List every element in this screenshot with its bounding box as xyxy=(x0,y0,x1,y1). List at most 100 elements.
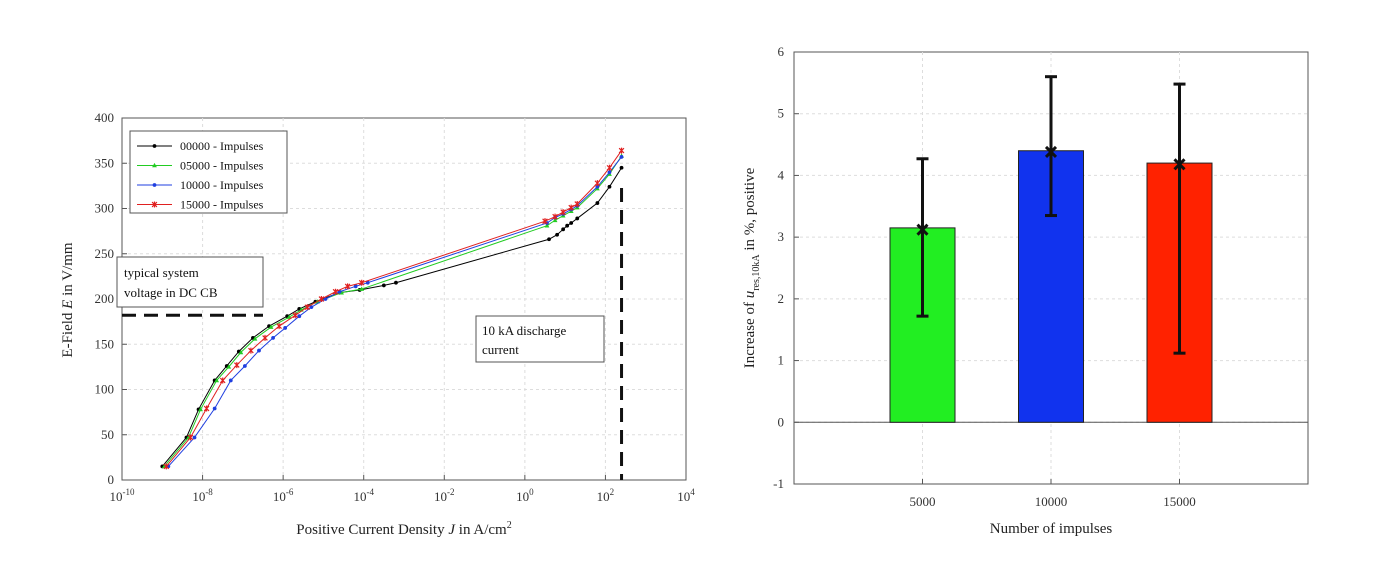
data-point xyxy=(547,237,551,242)
left-x-tick-label: 104 xyxy=(677,487,695,504)
right-y-tick-label: 2 xyxy=(778,291,785,306)
left-x-tick-label: 10-2 xyxy=(434,487,455,504)
legend-label: 05000 - Impulses xyxy=(180,159,264,173)
system-voltage-label-line1: typical system xyxy=(124,265,199,280)
data-point xyxy=(304,304,311,311)
bar-group-15000 xyxy=(1146,82,1213,423)
data-point xyxy=(257,348,261,353)
data-point xyxy=(560,209,566,216)
data-point xyxy=(569,221,574,225)
right-y-tick-label: 5 xyxy=(778,106,785,121)
left-x-axis-label: Positive Current Density J in A/cm2 xyxy=(296,520,511,538)
discharge-current-label-line1: 10 kA discharge xyxy=(482,323,566,338)
data-point xyxy=(318,296,325,302)
data-point xyxy=(542,218,548,225)
data-point xyxy=(226,364,232,369)
discharge-current-label-line2: current xyxy=(482,342,519,357)
legend-marker xyxy=(151,201,158,208)
impulse-increase-bar-chart: -1 0 1 2 3 4 5 6 5000 10000 15000 Number of impul… xyxy=(742,44,1309,537)
left-x-tick-labels: 10-10 10-8 10-6 10-4 10-2 100 102 104 xyxy=(110,487,696,504)
legend-label: 10000 - Impulses xyxy=(180,178,264,192)
data-point xyxy=(607,184,612,189)
data-point xyxy=(286,314,292,319)
data-point xyxy=(552,213,558,220)
data-point xyxy=(595,184,600,189)
legend-marker xyxy=(152,162,157,168)
data-point xyxy=(365,280,370,285)
data-point xyxy=(242,364,247,368)
left-y-tick-label: 300 xyxy=(95,201,115,216)
data-point xyxy=(203,405,210,412)
legend-label: 15000 - Impulses xyxy=(180,198,264,212)
left-x-tick-label: 102 xyxy=(597,487,615,504)
left-y-tick-label: 250 xyxy=(95,246,115,261)
right-y-tick-label: 6 xyxy=(778,44,785,59)
mean-marker xyxy=(916,223,929,236)
left-y-tick-label: 50 xyxy=(101,427,114,442)
right-y-tick-labels: -1 0 1 2 3 4 5 6 xyxy=(773,44,784,491)
data-point xyxy=(595,201,600,205)
data-point xyxy=(228,378,233,383)
left-y-axis-label: E-Field E in V/mm xyxy=(60,242,76,357)
left-y-tick-label: 100 xyxy=(95,382,115,397)
data-point xyxy=(292,312,299,319)
legend-marker xyxy=(152,183,157,187)
series-line-2 xyxy=(167,156,622,467)
data-point xyxy=(214,377,220,383)
right-x-tick-label: 15000 xyxy=(1163,494,1196,509)
data-point xyxy=(568,204,575,211)
data-point xyxy=(238,349,244,355)
data-point xyxy=(619,165,624,170)
right-bars-group xyxy=(889,75,1213,423)
right-y-tick-label: 0 xyxy=(778,414,785,429)
left-x-tick-label: 100 xyxy=(516,487,534,504)
data-point xyxy=(561,227,566,232)
legend-label: 00000 - Impulses xyxy=(180,139,264,153)
data-point xyxy=(323,297,328,301)
data-point xyxy=(271,336,275,340)
data-point xyxy=(618,147,625,154)
right-y-axis-label: Increase of ures,10kA in %, positive xyxy=(742,167,762,368)
legend-marker xyxy=(152,144,157,148)
data-point xyxy=(394,280,398,285)
bar-group-10000 xyxy=(1018,75,1084,423)
data-point xyxy=(276,323,282,330)
data-point xyxy=(283,326,288,330)
data-point xyxy=(163,463,170,470)
data-point xyxy=(575,216,580,221)
data-point xyxy=(565,223,570,228)
right-x-tick-label: 5000 xyxy=(910,494,936,509)
data-point xyxy=(192,435,197,440)
data-point xyxy=(187,434,194,441)
left-y-tick-label: 200 xyxy=(95,291,115,306)
data-point xyxy=(607,170,612,175)
data-point xyxy=(606,164,613,171)
discharge-current-box xyxy=(475,315,605,363)
data-point xyxy=(212,406,217,411)
data-point xyxy=(198,406,203,412)
data-point xyxy=(268,324,274,329)
data-point xyxy=(233,362,240,369)
left-series-group xyxy=(160,147,625,470)
data-point xyxy=(358,279,365,286)
legend-box xyxy=(129,130,288,214)
left-x-tick-label: 10-10 xyxy=(110,487,135,504)
mean-marker xyxy=(1044,145,1058,159)
left-y-tick-labels: 0 50 100 150 200 250 300 350 400 xyxy=(95,110,115,487)
left-y-tick-label: 150 xyxy=(95,336,115,351)
data-point xyxy=(297,314,302,319)
right-y-tick-label: 3 xyxy=(778,229,785,244)
mean-marker xyxy=(1173,158,1186,171)
data-point xyxy=(359,286,365,291)
left-y-tick-label: 0 xyxy=(108,472,115,487)
right-x-tick-labels: 5000 10000 15000 xyxy=(910,494,1196,509)
data-point xyxy=(594,180,601,187)
right-y-tick-label: -1 xyxy=(773,476,784,491)
right-x-axis-label: Number of impulses xyxy=(990,521,1113,537)
system-voltage-label-line2: voltage in DC CB xyxy=(124,285,218,300)
left-y-tick-label: 350 xyxy=(95,155,115,170)
data-point xyxy=(381,283,386,288)
right-x-tick-label: 10000 xyxy=(1035,494,1068,509)
data-point xyxy=(262,334,268,341)
